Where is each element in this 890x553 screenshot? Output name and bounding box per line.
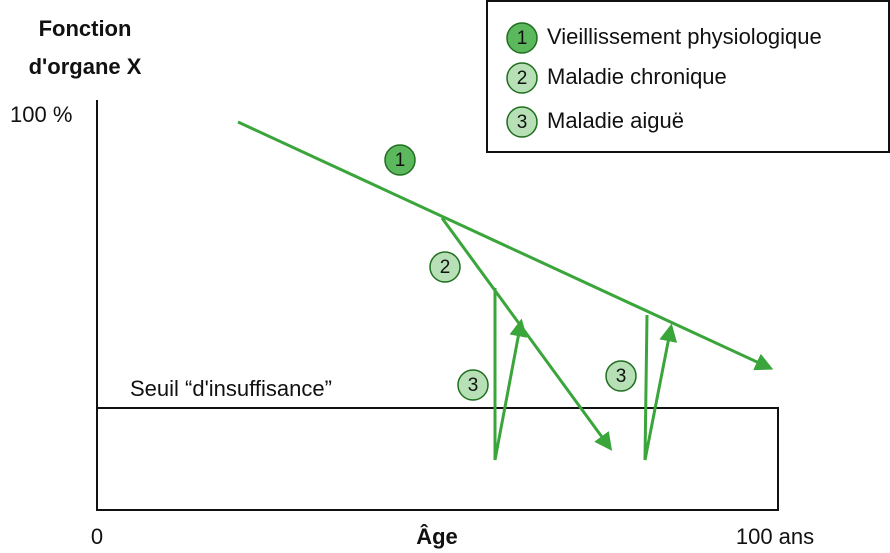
legend-swatch bbox=[506, 106, 538, 138]
curve-aging bbox=[237, 120, 774, 371]
y-label: d'organe X bbox=[29, 54, 142, 79]
legend-label: Maladie chronique bbox=[547, 64, 727, 89]
legend-label: Vieillissement physiologique bbox=[547, 24, 822, 49]
marker-number: 2 bbox=[440, 257, 451, 278]
threshold-box bbox=[96, 407, 779, 511]
x-max-label: 100 ans bbox=[736, 524, 814, 549]
legend-swatch bbox=[506, 62, 538, 94]
y-label: Fonction bbox=[39, 16, 132, 41]
x-label: Âge bbox=[416, 524, 458, 549]
legend-number: 2 bbox=[517, 68, 528, 89]
marker-number: 3 bbox=[468, 375, 479, 396]
marker-number: 3 bbox=[616, 366, 627, 387]
legend-number: 3 bbox=[517, 112, 528, 133]
marker-number: 1 bbox=[395, 150, 406, 171]
y-max-label: 100 % bbox=[10, 102, 72, 127]
curve-acute bbox=[643, 314, 678, 461]
legend-label: Maladie aiguë bbox=[547, 108, 684, 133]
threshold-label: Seuil “d'insuffisance” bbox=[130, 376, 332, 401]
marker: 2 bbox=[429, 251, 461, 283]
curve-chronic bbox=[440, 217, 613, 451]
marker: 3 bbox=[457, 369, 489, 401]
marker: 1 bbox=[384, 144, 416, 176]
legend-number: 1 bbox=[517, 28, 528, 49]
legend-box bbox=[486, 0, 890, 153]
marker: 3 bbox=[605, 360, 637, 392]
curve-acute bbox=[493, 288, 528, 461]
legend-swatch bbox=[506, 22, 538, 54]
x-min-label: 0 bbox=[91, 524, 103, 549]
